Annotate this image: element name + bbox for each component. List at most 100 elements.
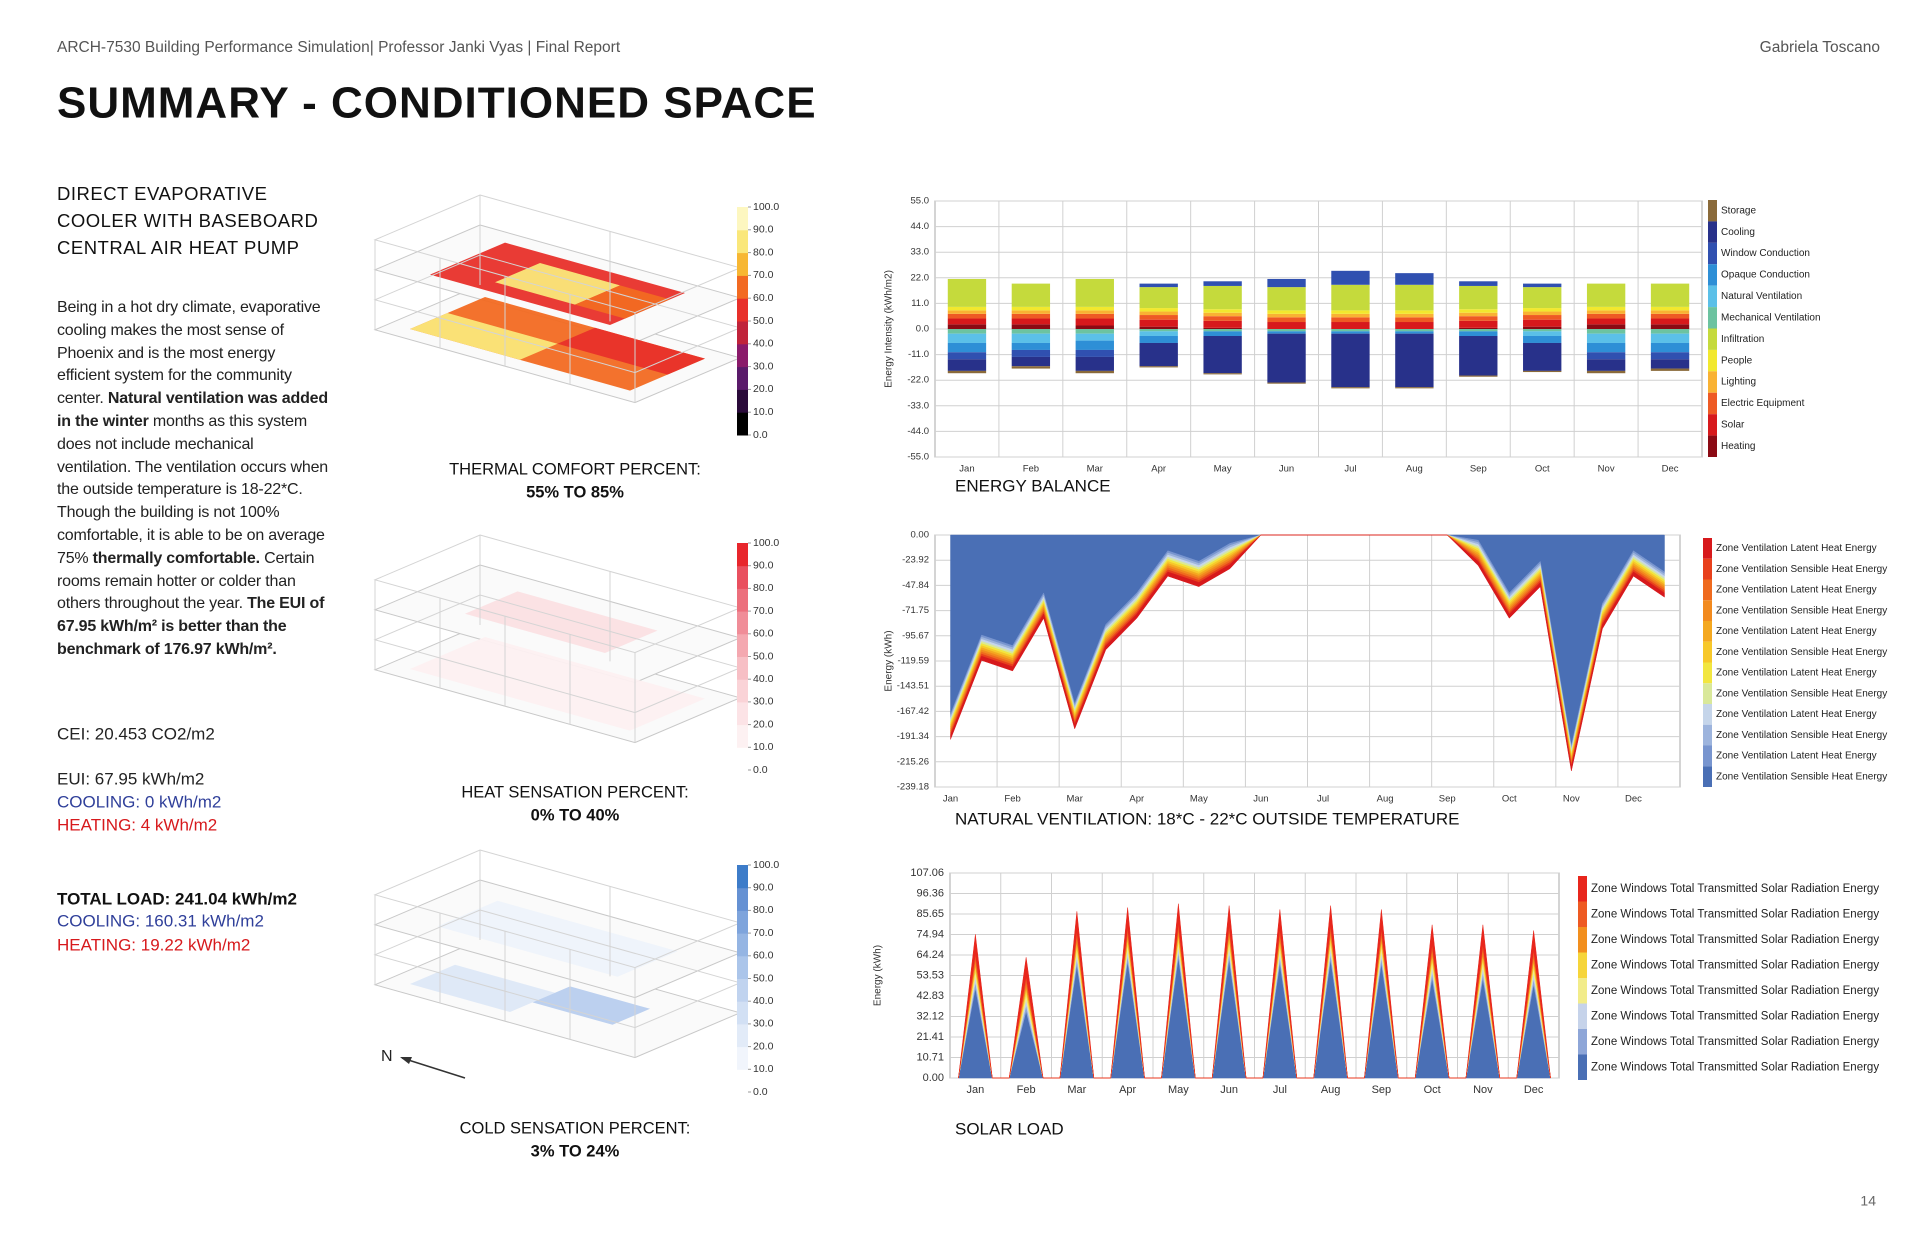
legend-label: Heating xyxy=(1721,441,1755,452)
bar-segment xyxy=(1523,283,1562,288)
description-run: Natural ventilation was added in the win… xyxy=(57,390,328,430)
bar-segment xyxy=(1139,326,1178,329)
bar-segment xyxy=(1331,387,1370,389)
bar-segment xyxy=(1139,287,1178,309)
x-tick-label: Dec xyxy=(1524,1084,1544,1096)
bar-segment xyxy=(1459,309,1498,313)
description-run: months as this system does not include m… xyxy=(57,412,328,567)
y-tick-label: 44.0 xyxy=(911,221,930,232)
bar-segment xyxy=(1395,313,1434,318)
colorbar-band xyxy=(737,955,748,979)
y-tick-label: 42.83 xyxy=(916,990,944,1002)
x-tick-label: Oct xyxy=(1502,794,1517,805)
bar-segment xyxy=(1011,349,1051,357)
bar-segment xyxy=(1139,331,1178,336)
legend-label: Zone Ventilation Sensible Heat Energy xyxy=(1716,771,1887,782)
legend-swatch xyxy=(1708,349,1717,372)
legend-label: Zone Windows Total Transmitted Solar Rad… xyxy=(1591,934,1879,946)
bar-segment xyxy=(1331,284,1370,311)
colorbar-label: 60.0 xyxy=(753,950,774,962)
description: Being in a hot dry climate, evaporative … xyxy=(57,297,329,662)
y-tick-label: 85.65 xyxy=(916,908,944,920)
legend-swatch xyxy=(1708,264,1717,286)
x-tick-label: Mar xyxy=(1067,1084,1086,1096)
system-heading: COOLER WITH BASEBOARD xyxy=(57,210,318,231)
x-tick-label: Jun xyxy=(1220,1084,1238,1096)
bar-segment xyxy=(1395,333,1434,388)
legend-swatch xyxy=(1703,766,1712,787)
legend-label: Zone Windows Total Transmitted Solar Rad… xyxy=(1591,1036,1879,1048)
colorbar-band xyxy=(737,275,748,299)
bar-segment xyxy=(1459,285,1498,310)
colorbar-label: 20.0 xyxy=(753,383,774,395)
area-band xyxy=(958,903,1551,1079)
bar-segment xyxy=(1650,313,1690,319)
x-tick-label: Oct xyxy=(1535,464,1550,475)
colorbar-band xyxy=(737,389,748,413)
bar-segment xyxy=(1075,310,1114,314)
y-tick-label: 64.24 xyxy=(916,949,944,961)
legend-label: Zone Ventilation Latent Heat Energy xyxy=(1716,751,1877,762)
bar-segment xyxy=(1267,278,1306,288)
bar-segment xyxy=(1267,317,1306,323)
bar-segment xyxy=(1075,333,1114,341)
colorbar-label: 90.0 xyxy=(753,224,774,236)
legend-label: Solar xyxy=(1721,420,1745,431)
bar-segment xyxy=(1650,342,1690,353)
legend-swatch xyxy=(1703,558,1712,580)
colorbar-label: 70.0 xyxy=(753,605,774,617)
bar-segment xyxy=(947,359,987,371)
bar-segment xyxy=(1650,306,1690,311)
bar-segment xyxy=(1011,366,1051,369)
bar-segment xyxy=(947,310,987,314)
comfort-zone xyxy=(532,986,650,1025)
colorbar-label: 40.0 xyxy=(753,338,774,350)
bar-segment xyxy=(1139,311,1178,316)
legend-swatch xyxy=(1703,745,1712,767)
bar-segment xyxy=(1523,311,1562,316)
bar-segment xyxy=(1395,317,1434,323)
legend-label: Zone Windows Total Transmitted Solar Rad… xyxy=(1591,883,1879,895)
colorbar-band xyxy=(737,1001,748,1025)
bar-segment xyxy=(1075,306,1114,311)
colorbar-label: 100.0 xyxy=(753,201,779,213)
map-caption: 3% TO 24% xyxy=(531,1142,620,1160)
colorbar-label: 10.0 xyxy=(753,406,774,418)
colorbar-band xyxy=(737,298,748,322)
legend-swatch xyxy=(1708,200,1717,222)
colorbar-band xyxy=(737,543,748,567)
legend-swatch xyxy=(1578,927,1587,953)
bar-segment xyxy=(1139,329,1178,332)
bar-segment xyxy=(1395,322,1434,329)
y-tick-label: 107.06 xyxy=(910,867,944,879)
bar-segment xyxy=(1267,333,1306,383)
colorbar-band xyxy=(737,978,748,1002)
legend-swatch xyxy=(1708,221,1717,243)
x-tick-label: Jun xyxy=(1279,464,1294,475)
bar-segment xyxy=(1267,313,1306,318)
colorbar-band xyxy=(737,1046,748,1070)
colorbar-band xyxy=(737,887,748,911)
stat-line: EUI: 67.95 kWh/m2 xyxy=(57,769,204,788)
colorbar-label: 80.0 xyxy=(753,904,774,916)
bar-segment xyxy=(1459,329,1498,332)
x-tick-label: Sep xyxy=(1470,464,1487,475)
bar-segment xyxy=(1139,342,1178,367)
x-tick-label: Oct xyxy=(1424,1084,1441,1096)
legend-swatch xyxy=(1703,683,1712,704)
legend-swatch xyxy=(1578,876,1587,902)
legend-label: People xyxy=(1721,355,1753,366)
colorbar-band xyxy=(737,321,748,345)
x-tick-label: Jul xyxy=(1317,794,1329,805)
bar-segment xyxy=(1075,318,1114,326)
y-tick-label: -71.75 xyxy=(902,605,929,616)
legend-swatch xyxy=(1578,1029,1587,1055)
bar-segment xyxy=(1586,333,1626,343)
bar-segment xyxy=(1011,329,1051,334)
legend-label: Infiltration xyxy=(1721,334,1764,345)
bar-segment xyxy=(1203,309,1242,313)
legend-swatch xyxy=(1703,662,1712,684)
legend-label: Mechanical Ventilation xyxy=(1721,312,1821,323)
colorbar-band xyxy=(737,865,748,889)
